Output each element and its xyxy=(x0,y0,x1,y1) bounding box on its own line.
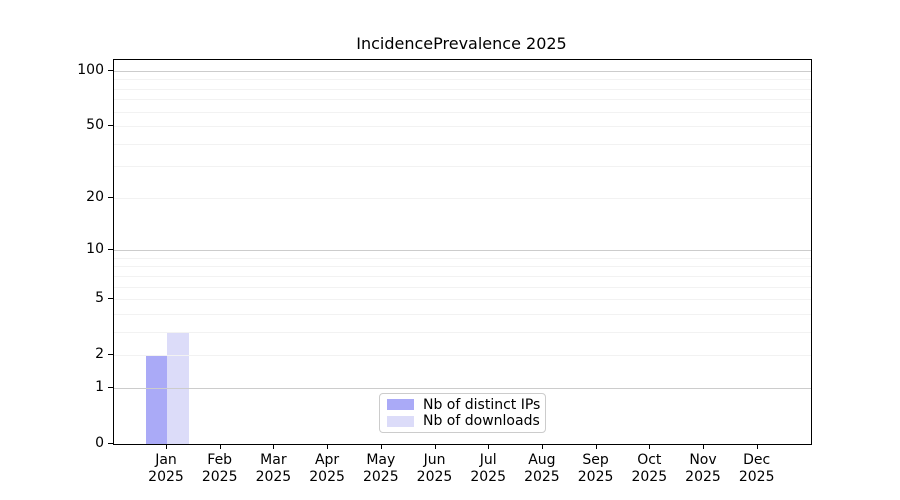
gridline xyxy=(114,388,811,389)
x-tick-label: Dec 2025 xyxy=(738,452,775,485)
chart-title: IncidencePrevalence 2025 xyxy=(356,34,567,53)
x-tick-label: Aug 2025 xyxy=(524,452,560,485)
legend-entry-distinct-ips: Nb of distinct IPs xyxy=(387,396,541,413)
x-tick-mark xyxy=(595,444,597,449)
y-tick-mark xyxy=(108,443,113,444)
x-tick-mark xyxy=(219,444,221,449)
gridline xyxy=(114,331,811,333)
y-tick-mark xyxy=(108,196,113,198)
legend-label: Nb of distinct IPs xyxy=(423,396,541,413)
gridline xyxy=(114,111,811,113)
gridline xyxy=(114,70,811,72)
gridline xyxy=(114,126,811,128)
plot-area xyxy=(113,59,812,445)
y-tick-label: 5 xyxy=(95,290,104,307)
x-tick-mark xyxy=(541,444,543,449)
x-tick-mark xyxy=(434,444,436,449)
gridline xyxy=(114,286,811,288)
y-tick-mark xyxy=(108,298,113,300)
y-tick-label: 10 xyxy=(86,241,104,258)
x-tick-mark xyxy=(327,444,329,449)
gridline xyxy=(114,99,811,101)
x-tick-mark xyxy=(488,444,490,449)
x-tick-label: Nov 2025 xyxy=(685,452,721,485)
x-tick-label: May 2025 xyxy=(362,452,399,485)
x-tick-mark xyxy=(380,444,382,449)
gridline xyxy=(114,166,811,168)
y-tick-mark xyxy=(108,354,113,356)
y-tick-mark xyxy=(108,125,113,127)
gridline xyxy=(114,143,811,145)
gridline xyxy=(114,88,811,90)
x-tick-label: Jul 2025 xyxy=(470,452,506,485)
gridline xyxy=(114,355,811,357)
gridline xyxy=(114,257,811,259)
x-tick-label: Jan 2025 xyxy=(148,452,184,485)
gridline xyxy=(114,275,811,277)
x-tick-mark xyxy=(649,444,651,449)
legend-swatch-distinct-ips xyxy=(387,399,414,411)
x-tick-label: Apr 2025 xyxy=(309,452,345,485)
y-tick-label: 1 xyxy=(95,379,104,395)
gridline xyxy=(114,313,811,315)
bar-distinct-ips xyxy=(145,355,167,444)
x-tick-mark xyxy=(703,444,704,449)
x-tick-mark xyxy=(756,444,758,449)
y-tick-mark xyxy=(108,69,113,71)
x-tick-label: Jun 2025 xyxy=(416,452,453,485)
bar-downloads xyxy=(167,331,189,444)
x-tick-label: Feb 2025 xyxy=(201,452,238,485)
gridline xyxy=(114,266,811,268)
gridline xyxy=(114,79,811,81)
x-tick-mark xyxy=(273,444,275,449)
y-tick-label: 0 xyxy=(95,435,104,451)
y-tick-label: 100 xyxy=(77,61,104,78)
x-tick-mark xyxy=(166,444,167,449)
legend-swatch-downloads xyxy=(387,415,414,427)
gridline xyxy=(114,250,811,252)
gridline xyxy=(114,197,811,199)
y-tick-label: 20 xyxy=(86,188,104,205)
gridline xyxy=(114,299,811,301)
y-tick-label: 50 xyxy=(86,117,104,134)
legend: Nb of distinct IPs Nb of downloads xyxy=(379,393,546,433)
x-tick-label: Mar 2025 xyxy=(255,452,292,485)
y-tick-mark xyxy=(108,387,113,388)
y-tick-mark xyxy=(108,249,113,251)
y-tick-label: 2 xyxy=(95,346,104,363)
x-tick-label: Sep 2025 xyxy=(577,452,614,485)
legend-label: Nb of downloads xyxy=(423,413,540,430)
legend-entry-downloads: Nb of downloads xyxy=(387,413,540,430)
x-tick-label: Oct 2025 xyxy=(631,452,668,485)
